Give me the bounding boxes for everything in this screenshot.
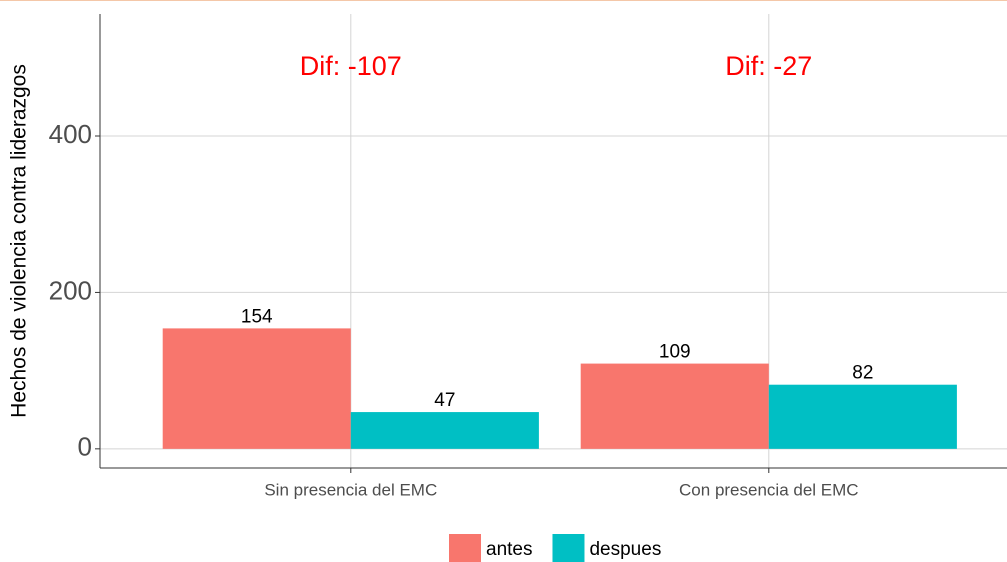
annotation: Dif: -27 bbox=[725, 51, 812, 81]
x-tick-label: Con presencia del EMC bbox=[679, 480, 859, 499]
data-label: 109 bbox=[659, 342, 691, 363]
y-axis-label: Hechos de violencia contra liderazgos bbox=[8, 64, 31, 418]
data-label: 82 bbox=[852, 363, 873, 384]
legend-swatch bbox=[449, 534, 481, 562]
bar bbox=[580, 363, 769, 449]
y-tick-label: 0 bbox=[78, 432, 92, 462]
data-label: 154 bbox=[241, 306, 273, 327]
y-tick-label: 200 bbox=[49, 275, 92, 305]
legend-label: despues bbox=[589, 539, 661, 560]
legend-label: antes bbox=[486, 539, 532, 560]
bar bbox=[768, 384, 957, 449]
bar bbox=[350, 412, 539, 449]
annotation: Dif: -107 bbox=[300, 51, 402, 81]
y-tick-label: 400 bbox=[49, 119, 92, 149]
data-label: 47 bbox=[434, 390, 455, 411]
x-tick-label: Sin presencia del EMC bbox=[264, 480, 437, 499]
bar bbox=[162, 328, 351, 449]
legend-swatch bbox=[552, 534, 585, 562]
